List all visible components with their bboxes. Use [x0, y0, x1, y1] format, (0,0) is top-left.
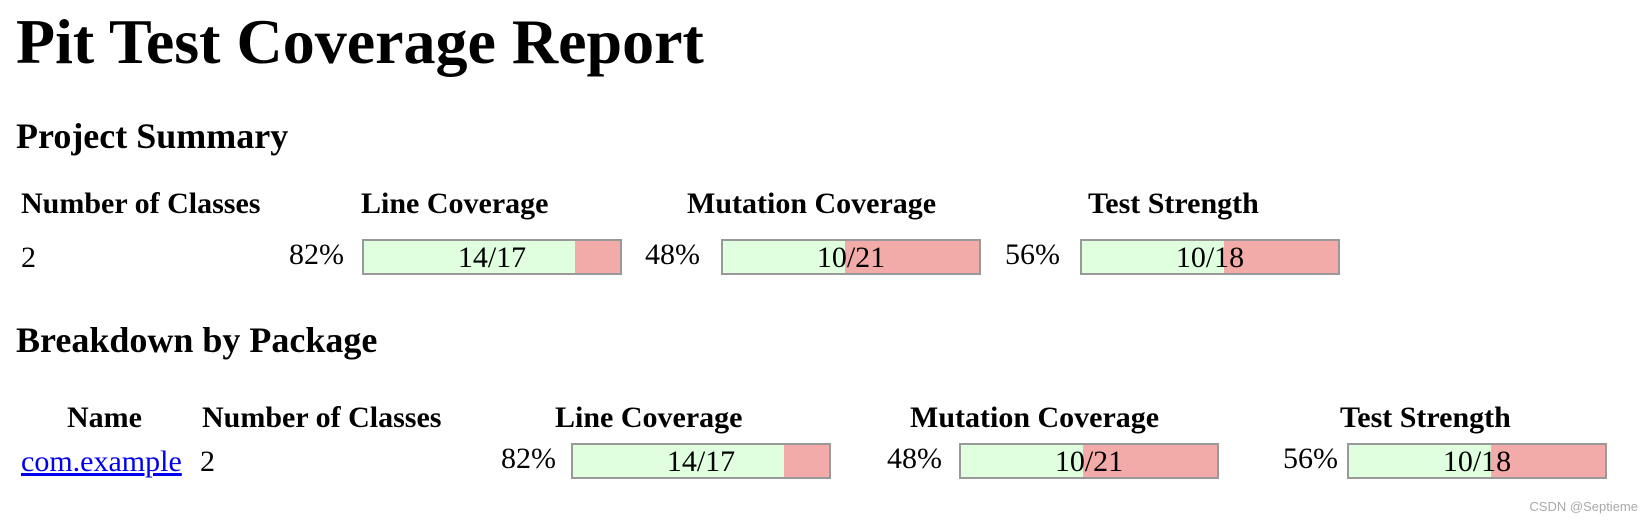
summary-line-coverage-bar: 14/17	[362, 239, 622, 275]
package-strength-fraction: 10/18	[1442, 445, 1512, 478]
covered-fill	[1349, 445, 1492, 477]
covered-fill	[364, 241, 575, 273]
summary-mutation-fraction: 10/21	[816, 241, 886, 274]
package-number-of-classes: 2	[200, 445, 215, 478]
summary-number-of-classes: 2	[21, 241, 36, 274]
header-line-coverage: Line Coverage	[555, 401, 743, 434]
package-line-coverage-bar: 14/17	[571, 443, 831, 479]
header-number-of-classes: Number of Classes	[21, 187, 261, 220]
package-mutation-fraction: 10/21	[1054, 445, 1124, 478]
header-mutation-coverage: Mutation Coverage	[910, 401, 1160, 434]
package-link-com-example[interactable]: com.example	[21, 445, 182, 478]
header-test-strength: Test Strength	[1088, 187, 1259, 220]
package-line-fraction: 14/17	[666, 445, 736, 478]
package-mutation-coverage-bar: 10/21	[959, 443, 1219, 479]
summary-strength-percent: 56%	[1005, 238, 1060, 271]
header-name: Name	[67, 401, 142, 434]
covered-fill	[961, 445, 1083, 477]
covered-fill	[573, 445, 784, 477]
watermark: CSDN @Septieme	[1529, 499, 1638, 514]
summary-mutation-percent: 48%	[645, 238, 700, 271]
covered-fill	[1082, 241, 1225, 273]
breakdown-heading: Breakdown by Package	[16, 320, 378, 360]
project-summary-heading: Project Summary	[16, 116, 289, 156]
package-line-percent: 82%	[501, 442, 556, 475]
summary-mutation-coverage-bar: 10/21	[721, 239, 981, 275]
summary-line-fraction: 14/17	[457, 241, 527, 274]
package-strength-percent: 56%	[1283, 442, 1338, 475]
summary-test-strength-bar: 10/18	[1080, 239, 1340, 275]
header-line-coverage: Line Coverage	[361, 187, 549, 220]
package-test-strength-bar: 10/18	[1347, 443, 1607, 479]
package-mutation-percent: 48%	[887, 442, 942, 475]
header-mutation-coverage: Mutation Coverage	[687, 187, 937, 220]
page-title: Pit Test Coverage Report	[16, 6, 704, 77]
header-test-strength: Test Strength	[1340, 401, 1511, 434]
header-number-of-classes: Number of Classes	[202, 401, 442, 434]
summary-strength-fraction: 10/18	[1175, 241, 1245, 274]
covered-fill	[723, 241, 845, 273]
summary-line-percent: 82%	[289, 238, 344, 271]
